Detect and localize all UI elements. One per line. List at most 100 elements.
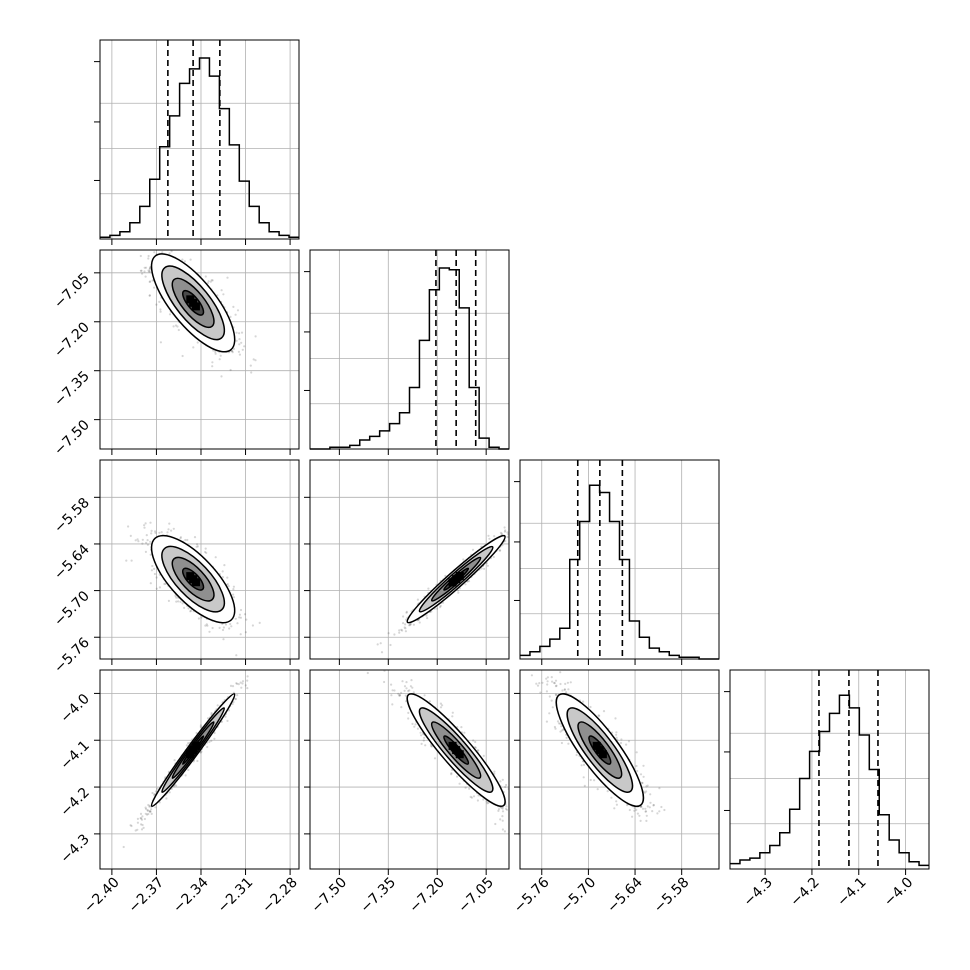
sample-point xyxy=(596,788,599,791)
sample-point xyxy=(223,564,226,567)
sample-point xyxy=(648,806,651,809)
sample-point xyxy=(145,534,148,537)
sample-point xyxy=(451,715,454,718)
sample-point xyxy=(139,254,142,258)
sample-point xyxy=(513,530,515,532)
sample-point xyxy=(168,791,171,794)
sample-point xyxy=(236,309,240,312)
sample-point xyxy=(246,687,249,690)
sample-point xyxy=(482,754,485,758)
sample-point xyxy=(206,282,209,285)
sample-point xyxy=(211,626,214,630)
sample-point xyxy=(517,532,519,534)
sample-point xyxy=(246,675,249,678)
sample-point xyxy=(504,785,507,789)
sample-point xyxy=(405,611,408,614)
sample-point xyxy=(239,633,242,636)
sample-point xyxy=(177,600,180,603)
sample-point xyxy=(172,527,175,530)
sample-point xyxy=(422,739,425,742)
sample-point xyxy=(122,845,125,849)
sample-point xyxy=(150,808,153,811)
sample-point xyxy=(439,702,442,705)
sample-point xyxy=(136,817,139,821)
sample-point xyxy=(241,680,245,683)
sample-point xyxy=(136,538,139,541)
sample-point xyxy=(511,528,513,530)
sample-point xyxy=(213,737,216,740)
sample-point xyxy=(232,700,235,704)
hist-panel-2 xyxy=(514,459,720,660)
sample-point xyxy=(226,576,229,579)
sample-point xyxy=(228,627,231,630)
sample-point xyxy=(208,630,211,633)
sample-point xyxy=(165,797,168,800)
sample-point xyxy=(563,688,567,691)
sample-point xyxy=(216,704,219,707)
sample-point xyxy=(220,720,224,723)
sample-point xyxy=(170,250,173,253)
sample-point xyxy=(154,530,157,533)
sample-point xyxy=(199,725,202,729)
sample-point xyxy=(468,787,471,790)
sample-point xyxy=(160,531,163,534)
sample-point xyxy=(143,817,146,821)
sample-point xyxy=(210,712,213,715)
sample-point xyxy=(644,810,647,813)
sample-point xyxy=(146,543,149,546)
sample-point xyxy=(151,791,154,795)
sample-point xyxy=(580,764,583,767)
sample-point xyxy=(404,623,407,626)
sample-point xyxy=(393,689,396,692)
sample-point xyxy=(471,548,475,551)
histogram-step xyxy=(520,484,719,660)
sample-point xyxy=(411,722,414,726)
sample-point xyxy=(646,784,649,787)
sample-point xyxy=(232,593,235,596)
sample-point xyxy=(245,618,248,621)
sample-point xyxy=(391,703,394,706)
sample-point xyxy=(196,545,199,548)
sample-point xyxy=(238,332,241,335)
sample-point xyxy=(204,547,207,550)
sample-point xyxy=(249,364,252,367)
sample-point xyxy=(192,346,195,349)
sample-point xyxy=(185,744,188,747)
sample-point xyxy=(153,567,156,571)
sample-point xyxy=(408,689,411,692)
sample-point xyxy=(184,538,187,542)
sample-point xyxy=(183,260,186,263)
sample-point xyxy=(238,338,241,341)
sample-point xyxy=(498,549,501,552)
sample-point xyxy=(164,582,167,586)
sample-point xyxy=(227,709,231,712)
sample-point xyxy=(492,555,495,559)
sample-point xyxy=(179,536,182,539)
sample-point xyxy=(408,624,411,627)
sample-point xyxy=(486,802,489,805)
sample-point xyxy=(234,313,237,316)
sample-point xyxy=(512,837,514,839)
sample-point xyxy=(187,768,190,772)
sample-point xyxy=(176,325,179,328)
sample-point xyxy=(564,682,567,686)
sample-point xyxy=(408,624,412,627)
sample-point xyxy=(477,749,480,752)
sample-point xyxy=(173,759,176,762)
sample-point xyxy=(148,267,151,270)
sample-point xyxy=(500,806,503,810)
sample-point xyxy=(146,539,149,542)
sample-point xyxy=(227,585,230,588)
sample-point xyxy=(220,375,223,378)
sample-point xyxy=(250,371,253,374)
sample-point xyxy=(229,684,233,688)
sample-point xyxy=(174,594,177,598)
sample-point xyxy=(238,616,241,619)
sample-point xyxy=(139,817,142,820)
sample-point xyxy=(545,660,547,662)
sample-point xyxy=(500,532,503,535)
sample-point xyxy=(168,252,171,255)
sample-point xyxy=(366,671,369,675)
sample-point xyxy=(441,704,444,707)
sample-point xyxy=(252,358,255,361)
